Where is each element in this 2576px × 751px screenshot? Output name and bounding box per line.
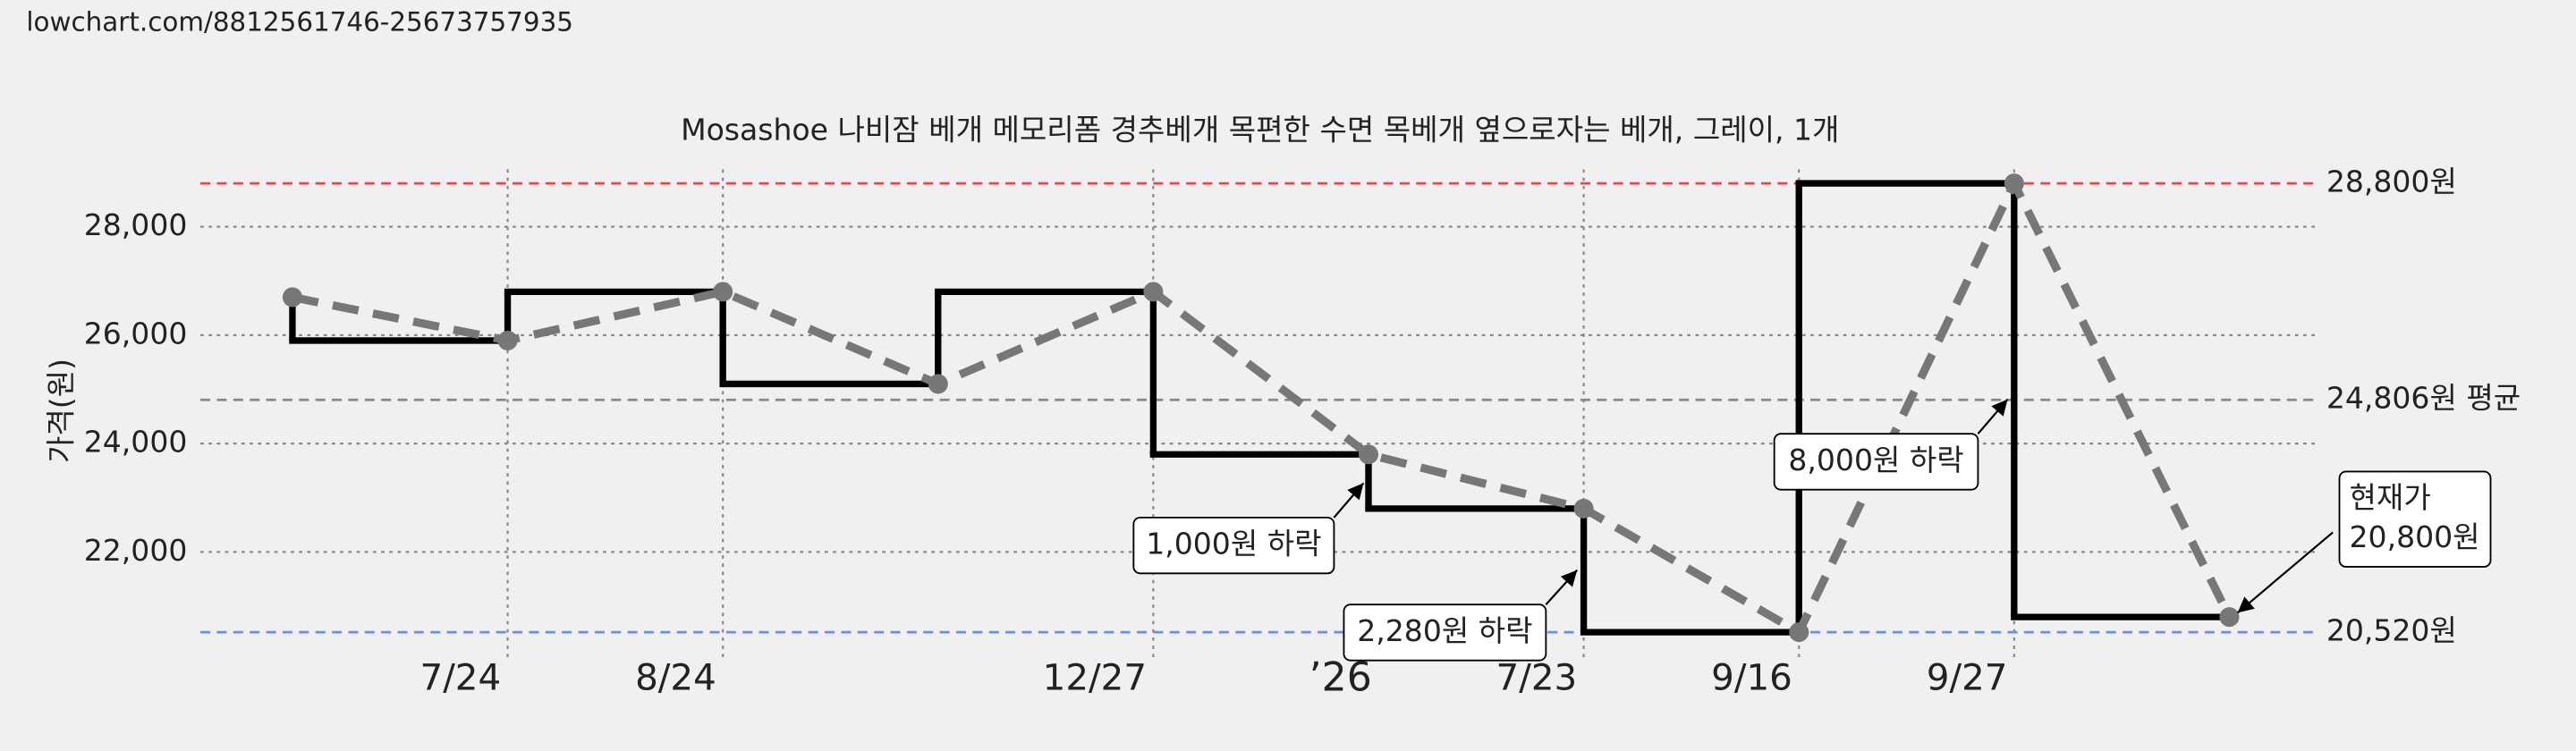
- annotation-text: 8,000원 하락: [1788, 443, 1963, 477]
- price-point: [282, 287, 302, 308]
- annotation-box: [2338, 470, 2492, 568]
- annotation-text: 2,280원 하락: [1357, 613, 1532, 648]
- y-tick-label: 26,000: [84, 316, 188, 350]
- annotation-text: 현재가: [2350, 480, 2431, 515]
- x-tick-label: 12/27: [1043, 656, 1147, 699]
- price-point: [2219, 607, 2240, 628]
- annotation-arrow: [1545, 569, 1579, 605]
- annotation-box: [1343, 603, 1547, 662]
- annotation-text: 20,800원: [2350, 519, 2480, 554]
- price-line: [292, 173, 2233, 638]
- year-marker: ’26: [1309, 655, 1372, 701]
- x-tick-label: 9/16: [1711, 656, 1792, 699]
- x-tick-label: 7/24: [420, 656, 502, 699]
- price-point: [2004, 173, 2024, 194]
- price-point: [1789, 622, 1809, 643]
- reference-label: 28,800원: [2326, 165, 2457, 199]
- reference-label: 20,520원: [2326, 613, 2457, 648]
- annotation-box: [1773, 433, 1979, 491]
- price-point: [1573, 498, 1594, 519]
- annotation-box: [1132, 516, 1335, 575]
- annotation-arrow: [2236, 531, 2334, 614]
- y-axis-label: 가격(원): [43, 359, 78, 463]
- x-tick-label: 8/24: [635, 656, 716, 699]
- price-point: [713, 282, 733, 302]
- annotation-arrow: [1333, 482, 1365, 519]
- reference-label: 24,806원 평균: [2326, 381, 2521, 416]
- price-point: [1143, 282, 1164, 302]
- chart-title: Mosashoe 나비잠 베개 메모리폼 경추베개 목편한 수면 목베개 옆으로…: [681, 113, 1839, 148]
- annotation-arrow: [1977, 398, 2009, 435]
- annotation-text: 1,000원 하락: [1146, 527, 1321, 561]
- x-tick-label: 9/27: [1927, 656, 2008, 699]
- price-point: [497, 330, 518, 350]
- y-tick-label: 24,000: [84, 425, 188, 460]
- price-point: [1358, 444, 1379, 465]
- y-tick-label: 22,000: [84, 533, 188, 568]
- x-tick-label: 7/23: [1496, 656, 1578, 699]
- price-point: [928, 374, 948, 394]
- y-tick-label: 28,000: [84, 207, 188, 242]
- source-url: lowchart.com/8812561746-25673757935: [26, 7, 573, 38]
